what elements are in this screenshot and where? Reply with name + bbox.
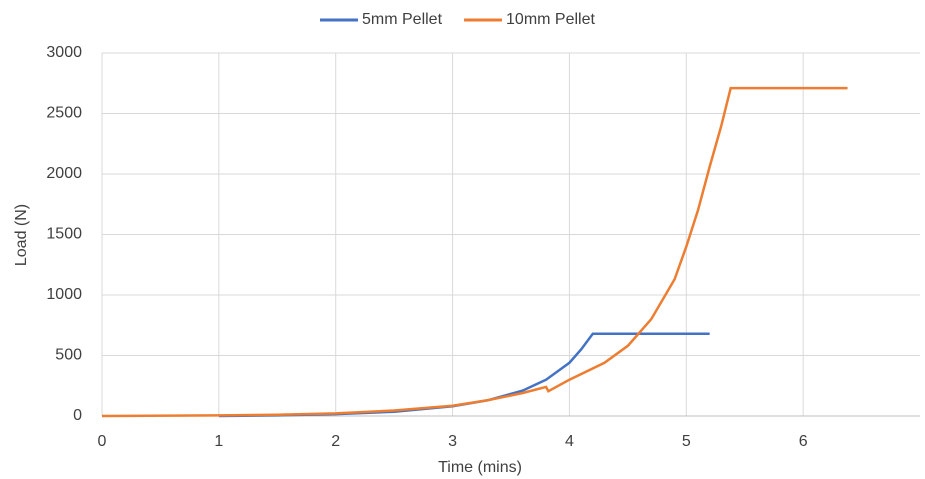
series-line <box>101 86 848 418</box>
x-tick-label: 4 <box>565 433 574 450</box>
y-axis-label: Load (N) <box>13 204 30 266</box>
legend-label: 10mm Pellet <box>506 11 595 28</box>
x-axis-label: Time (mins) <box>438 459 522 476</box>
y-tick-label: 0 <box>73 407 82 424</box>
x-tick-label: 6 <box>799 433 808 450</box>
x-tick-label: 3 <box>448 433 457 450</box>
x-tick-label: 0 <box>98 433 107 450</box>
y-tick-label: 2500 <box>46 105 82 122</box>
y-tick-label: 500 <box>55 347 82 364</box>
y-tick-label: 3000 <box>46 44 82 61</box>
x-tick-label: 1 <box>214 433 223 450</box>
x-tick-label: 5 <box>682 433 691 450</box>
x-tick-label: 2 <box>331 433 340 450</box>
y-tick-label: 1500 <box>46 226 82 243</box>
y-tick-label: 2000 <box>46 165 82 182</box>
legend-label: 5mm Pellet <box>362 11 443 28</box>
y-tick-label: 1000 <box>46 286 82 303</box>
